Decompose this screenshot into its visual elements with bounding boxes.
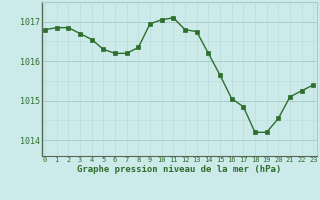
X-axis label: Graphe pression niveau de la mer (hPa): Graphe pression niveau de la mer (hPa)	[77, 165, 281, 174]
